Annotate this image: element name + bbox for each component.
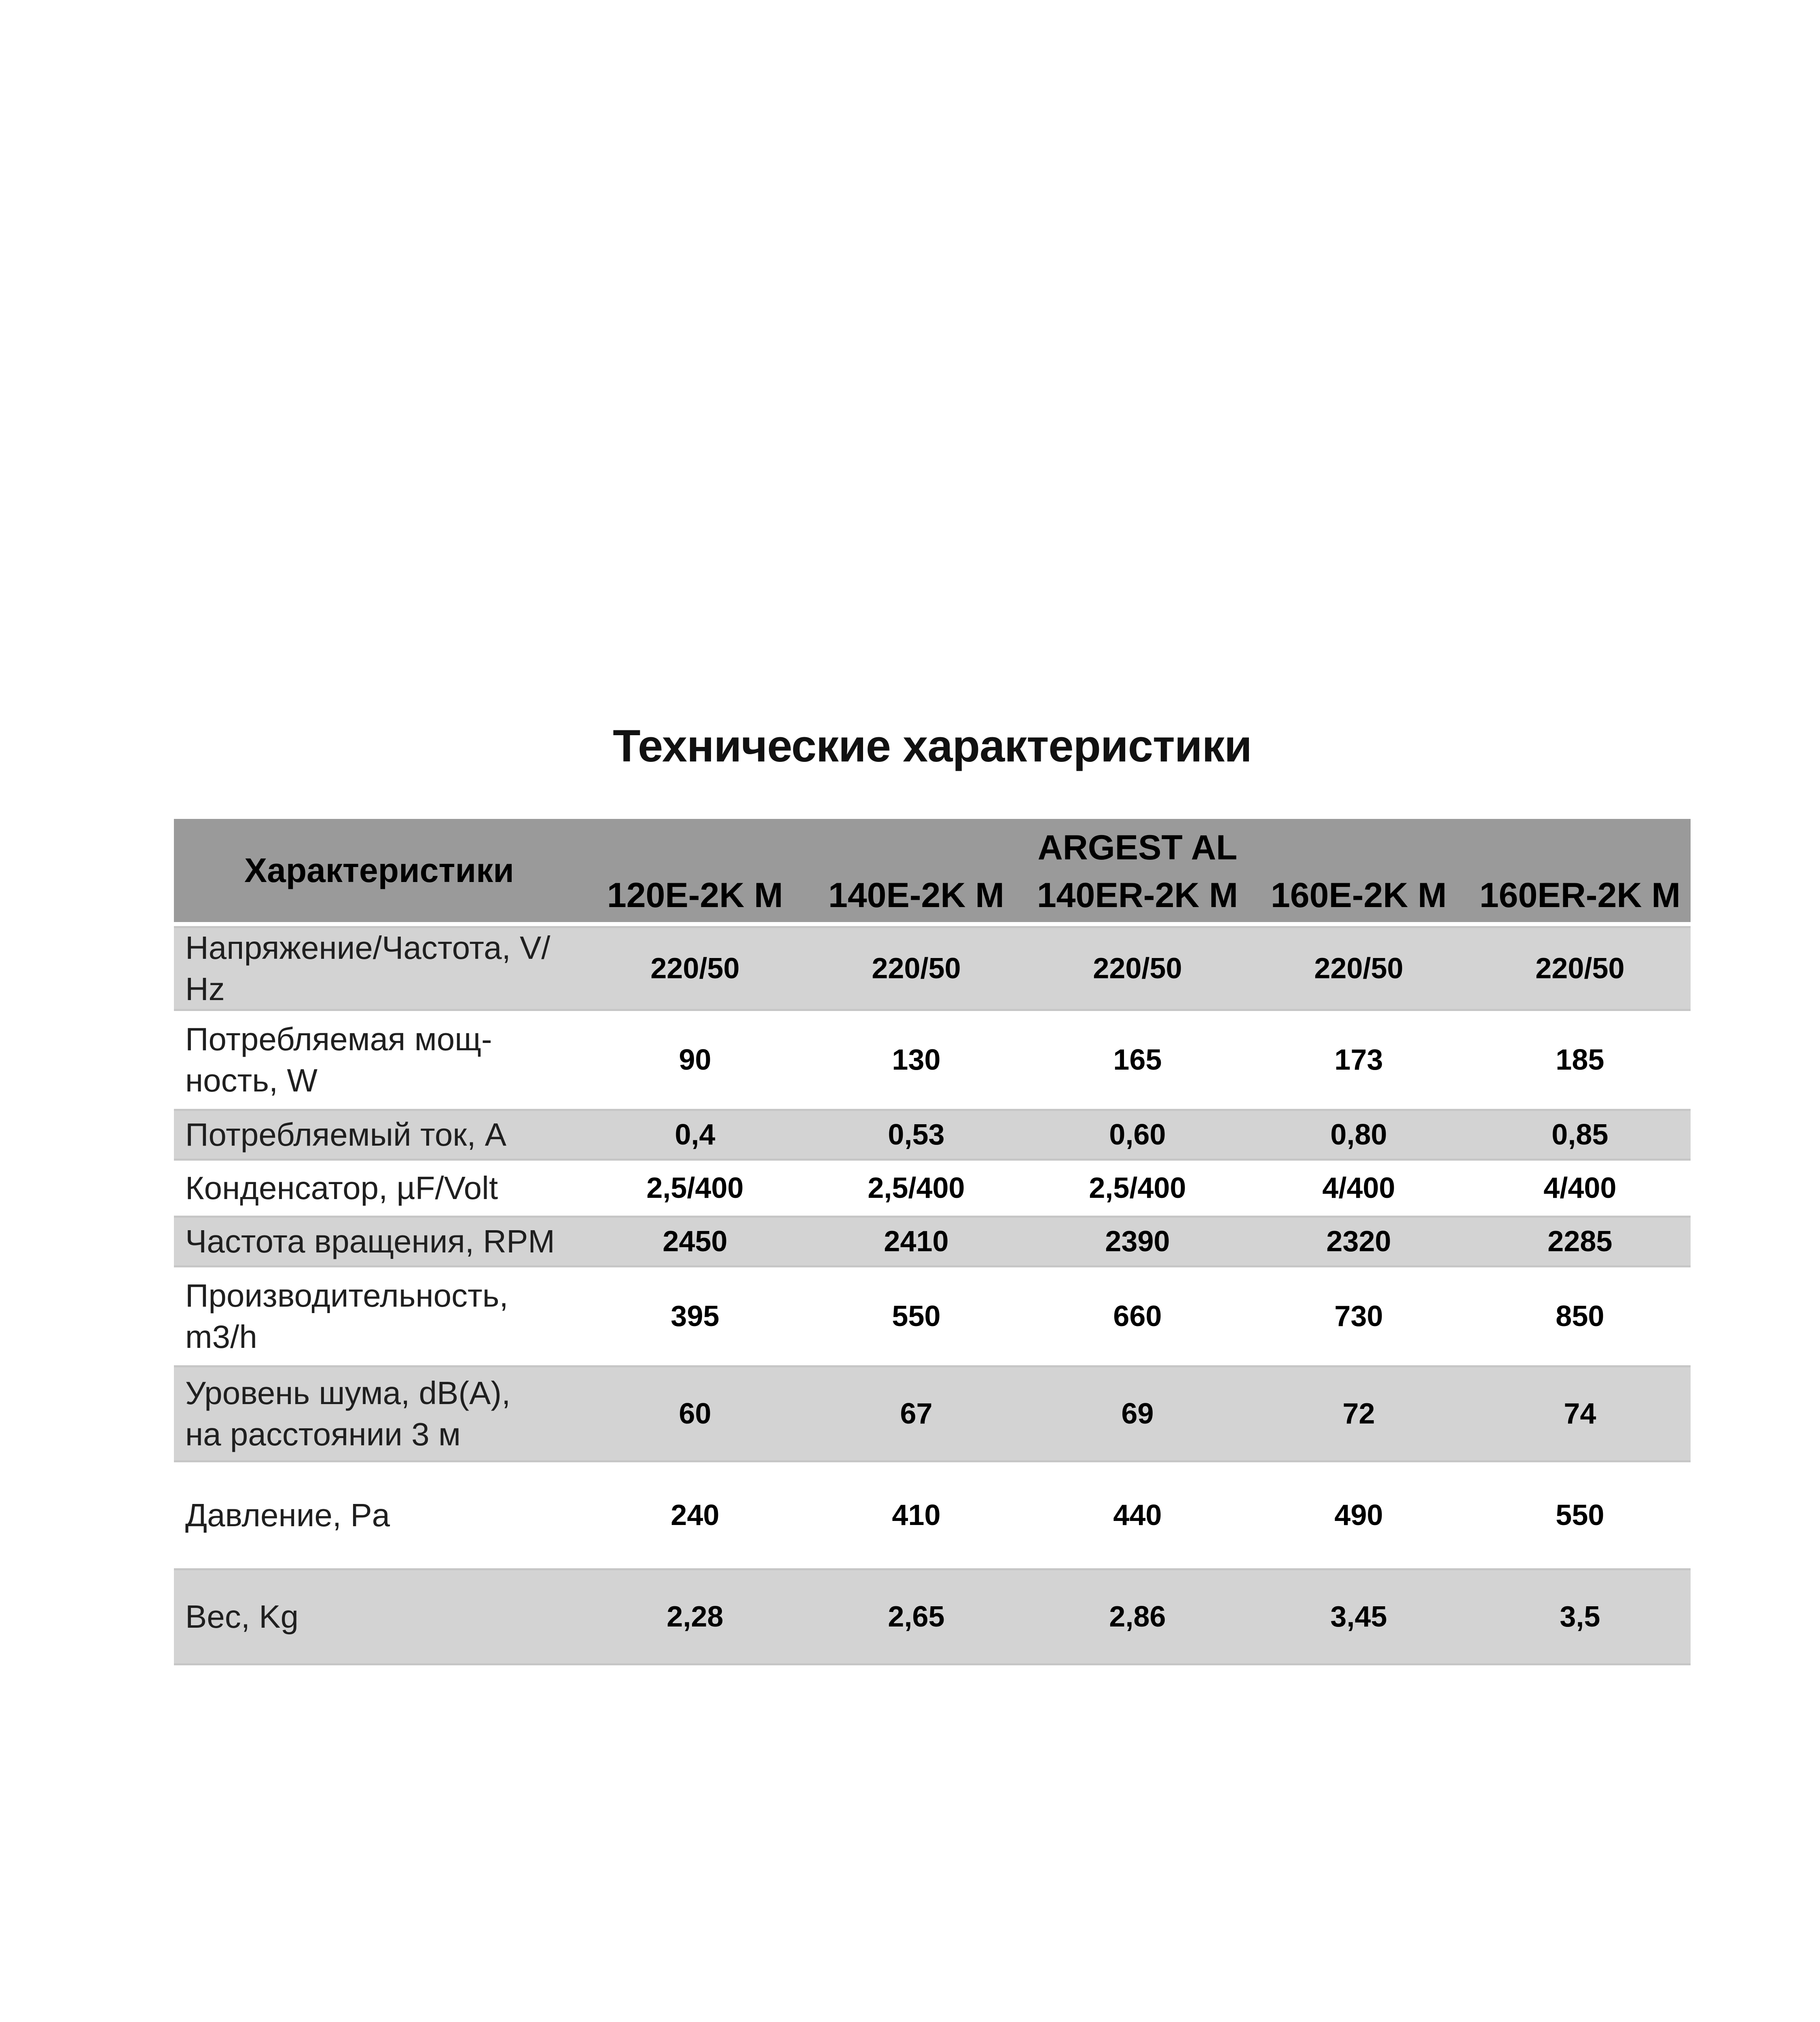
model-column-header: 120E-2K M bbox=[607, 876, 783, 915]
cell-value: 3,5 bbox=[1560, 1601, 1600, 1633]
cell-value: 90 bbox=[679, 1044, 711, 1076]
cell-value: 0,60 bbox=[1109, 1119, 1166, 1151]
characteristics-header: Характеристики bbox=[244, 851, 514, 889]
table-row: Вес, Kg 2,28 2,65 2,86 3,45 3,5 bbox=[174, 1568, 1691, 1665]
cell-value: 550 bbox=[892, 1300, 941, 1332]
table-row: Потребляемый ток, А 0,4 0,53 0,60 0,80 0,85 bbox=[174, 1109, 1691, 1161]
series-header: ARGEST AL 120E-2K M 140E-2K M 140ER-2K M 16… bbox=[584, 819, 1691, 922]
page-title: Технические характеристики bbox=[613, 721, 1252, 771]
table-body: Напряжение/Частота, V/ Hz 220/50 220/50 220… bbox=[174, 926, 1691, 1665]
cell-value: 440 bbox=[1113, 1499, 1162, 1531]
cell-value: 4/400 bbox=[1543, 1172, 1617, 1204]
cell-value: 69 bbox=[1121, 1398, 1154, 1430]
row-label: Вес, Kg bbox=[185, 1599, 299, 1635]
row-label: Конденсатор, µF/Volt bbox=[185, 1170, 498, 1206]
cell-value: 0,80 bbox=[1330, 1119, 1387, 1151]
brand-header: ARGEST AL bbox=[1037, 828, 1238, 867]
table-row: Уровень шума, dB(A), на расстоянии 3 м 60… bbox=[174, 1365, 1691, 1462]
cell-value: 220/50 bbox=[650, 952, 740, 985]
model-column-header: 160E-2K M bbox=[1271, 876, 1447, 915]
cell-value: 410 bbox=[892, 1499, 941, 1531]
cell-value: 0,53 bbox=[888, 1119, 945, 1151]
cell-value: 2,5/400 bbox=[1089, 1172, 1186, 1204]
cell-value: 3,45 bbox=[1330, 1601, 1387, 1633]
table-row: Частота вращения, RPM 2450 2410 2390 2320 228… bbox=[174, 1216, 1691, 1267]
cell-value: 2450 bbox=[662, 1225, 728, 1258]
model-column-header: 140E-2K M bbox=[828, 876, 1004, 915]
model-column-header: 160ER-2K M bbox=[1479, 876, 1681, 915]
table-row: Потребляемая мощ- ность, W 90 130 165 173 185 bbox=[174, 1011, 1691, 1109]
cell-value: 60 bbox=[679, 1398, 711, 1430]
cell-value: 220/50 bbox=[1535, 952, 1625, 985]
row-label: Частота вращения, RPM bbox=[185, 1223, 555, 1259]
cell-value: 395 bbox=[671, 1300, 720, 1332]
cell-value: 730 bbox=[1334, 1300, 1383, 1332]
cell-value: 220/50 bbox=[1093, 952, 1182, 985]
model-column-header: 140ER-2K M bbox=[1037, 876, 1238, 915]
cell-value: 130 bbox=[892, 1044, 941, 1076]
cell-value: 67 bbox=[900, 1398, 933, 1430]
cell-value: 185 bbox=[1555, 1044, 1604, 1076]
row-label: Потребляемая мощ- ность, W bbox=[185, 1021, 492, 1098]
cell-value: 2,5/400 bbox=[868, 1172, 965, 1204]
cell-value: 173 bbox=[1334, 1044, 1383, 1076]
cell-value: 2,86 bbox=[1109, 1601, 1166, 1633]
specs-table: Характеристики ARGEST AL 120E-2K M 140E-2… bbox=[174, 819, 1691, 1665]
row-label: Напряжение/Частота, V/ Hz bbox=[185, 930, 550, 1007]
table-row: Давление, Pa 240 410 440 490 550 bbox=[174, 1462, 1691, 1568]
cell-value: 220/50 bbox=[1314, 952, 1403, 985]
cell-value: 660 bbox=[1113, 1300, 1162, 1332]
cell-value: 0,85 bbox=[1551, 1119, 1608, 1151]
cell-value: 0,4 bbox=[675, 1119, 715, 1151]
cell-value: 2410 bbox=[884, 1225, 949, 1258]
model-headers: 120E-2K M 140E-2K M 140ER-2K M 160E-2K M 160… bbox=[584, 876, 1691, 916]
row-label: Уровень шума, dB(A), на расстоянии 3 м bbox=[185, 1375, 511, 1452]
cell-value: 74 bbox=[1564, 1398, 1596, 1430]
row-label: Давление, Pa bbox=[185, 1497, 390, 1533]
table-header: Характеристики ARGEST AL 120E-2K M 140E-2… bbox=[174, 819, 1691, 926]
cell-value: 2,28 bbox=[667, 1601, 724, 1633]
cell-value: 550 bbox=[1555, 1499, 1604, 1531]
cell-value: 2,5/400 bbox=[646, 1172, 744, 1204]
cell-value: 72 bbox=[1342, 1398, 1375, 1430]
cell-value: 2390 bbox=[1105, 1225, 1170, 1258]
cell-value: 2,65 bbox=[888, 1601, 945, 1633]
table-row: Конденсатор, µF/Volt 2,5/400 2,5/400 2,5/40… bbox=[174, 1161, 1691, 1216]
cell-value: 490 bbox=[1334, 1499, 1383, 1531]
cell-value: 850 bbox=[1555, 1300, 1604, 1332]
cell-value: 2320 bbox=[1326, 1225, 1391, 1258]
row-label: Потребляемый ток, А bbox=[185, 1117, 507, 1153]
cell-value: 240 bbox=[671, 1499, 720, 1531]
cell-value: 220/50 bbox=[872, 952, 961, 985]
table-row: Производительность, m3/h 395 550 660 730 850 bbox=[174, 1267, 1691, 1365]
cell-value: 165 bbox=[1113, 1044, 1162, 1076]
cell-value: 4/400 bbox=[1322, 1172, 1395, 1204]
row-label: Производительность, m3/h bbox=[185, 1277, 508, 1355]
table-row: Напряжение/Частота, V/ Hz 220/50 220/50 220… bbox=[174, 926, 1691, 1011]
cell-value: 2285 bbox=[1547, 1225, 1613, 1258]
